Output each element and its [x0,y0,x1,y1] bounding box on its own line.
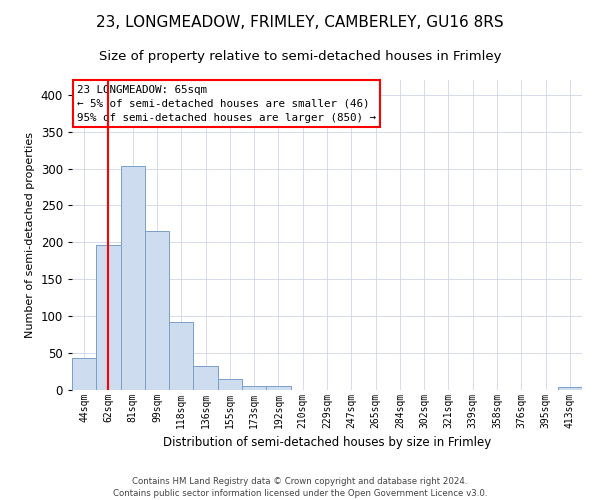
Text: 23 LONGMEADOW: 65sqm
← 5% of semi-detached houses are smaller (46)
95% of semi-d: 23 LONGMEADOW: 65sqm ← 5% of semi-detach… [77,84,376,122]
Y-axis label: Number of semi-detached properties: Number of semi-detached properties [25,132,35,338]
Text: Contains HM Land Registry data © Crown copyright and database right 2024.
Contai: Contains HM Land Registry data © Crown c… [113,476,487,498]
Bar [145,232,169,390]
Bar [72,358,96,390]
Bar [169,322,193,390]
Text: Size of property relative to semi-detached houses in Frimley: Size of property relative to semi-detach… [99,50,501,63]
Bar [558,387,582,390]
Bar [266,386,290,390]
Bar [96,244,121,390]
Bar [121,166,145,390]
Bar [193,366,218,390]
Text: 23, LONGMEADOW, FRIMLEY, CAMBERLEY, GU16 8RS: 23, LONGMEADOW, FRIMLEY, CAMBERLEY, GU16… [96,15,504,30]
X-axis label: Distribution of semi-detached houses by size in Frimley: Distribution of semi-detached houses by … [163,436,491,450]
Bar [242,386,266,390]
Bar [218,379,242,390]
